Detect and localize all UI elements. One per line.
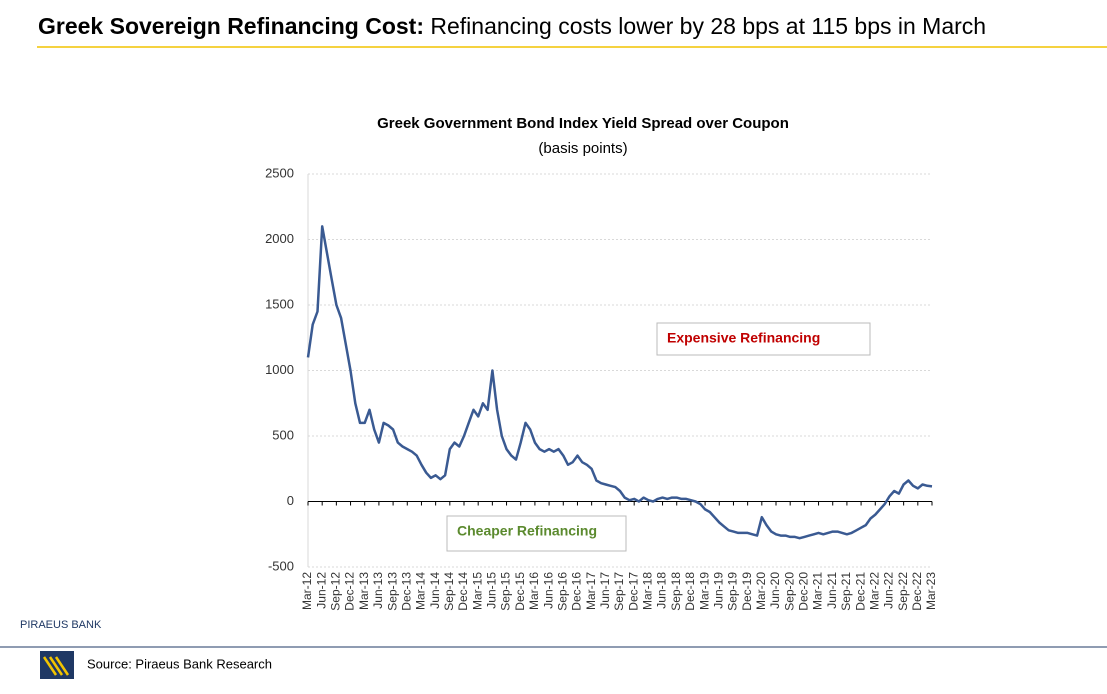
y-tick-label: 1500: [265, 296, 294, 311]
x-tick-label: Dec-13: [399, 572, 413, 611]
header-title: Greek Sovereign Refinancing Cost:: [38, 13, 424, 39]
y-tick-label: -500: [268, 558, 294, 573]
chart-subtitle: (basis points): [538, 140, 627, 157]
x-tick-label: Mar-15: [470, 572, 484, 610]
x-tick-label: Mar-12: [300, 572, 314, 610]
brand: PIRAEUS BANK: [20, 619, 102, 631]
x-tick-label: Mar-22: [867, 572, 881, 610]
x-tick-label: Jun-18: [655, 572, 669, 609]
x-tick-label: Jun-15: [485, 572, 499, 609]
x-tick-label: Sep-22: [896, 572, 910, 611]
x-tick-label: Jun-19: [711, 572, 725, 609]
x-tick-label: Jun-14: [428, 572, 442, 609]
y-tick-label: 1000: [265, 362, 294, 377]
header: Greek Sovereign Refinancing Cost: Refina…: [38, 13, 986, 39]
x-tick-label: Dec-20: [797, 572, 811, 611]
x-tick-label: Dec-21: [853, 572, 867, 611]
y-tick-label: 2000: [265, 231, 294, 246]
x-tick-label: Dec-19: [740, 572, 754, 611]
annotation-box: [446, 515, 627, 552]
annotation: Cheaper Refinancing: [457, 523, 597, 539]
x-tick-label: Mar-18: [641, 572, 655, 610]
x-tick-label: Sep-17: [612, 572, 626, 611]
x-tick-label: Dec-22: [910, 572, 924, 611]
x-tick-label: Jun-16: [541, 572, 555, 609]
y-tick-label: 500: [272, 427, 294, 442]
x-tick-label: Jun-20: [768, 572, 782, 609]
source: Source: Piraeus Bank Research: [87, 656, 272, 671]
chart-title: Greek Government Bond Index Yield Spread…: [377, 115, 789, 132]
x-tick-label: Jun-12: [314, 572, 328, 609]
y-tick-label: 0: [287, 493, 294, 508]
x-tick-label: Sep-14: [442, 572, 456, 611]
x-tick-label: Mar-13: [357, 572, 371, 610]
x-tick-label: Jun-17: [598, 572, 612, 609]
y-tick-label: 2500: [265, 165, 294, 180]
x-tick-label: Sep-13: [385, 572, 399, 611]
line: [306, 225, 933, 540]
x-tick-label: Jun-13: [371, 572, 385, 609]
x-tick-label: Sep-19: [726, 572, 740, 611]
x-tick-label: Dec-14: [456, 572, 470, 611]
header-subtitle: Refinancing costs lower by 28 bps at 115…: [430, 13, 986, 39]
x-tick-label: Sep-20: [782, 572, 796, 611]
x-tick-label: Sep-18: [669, 572, 683, 611]
x-tick-label: Dec-16: [570, 572, 584, 611]
x-tick-label: Sep-16: [555, 572, 569, 611]
x-tick-label: Sep-15: [499, 572, 513, 611]
x-tick-label: Mar-23: [924, 572, 938, 610]
x-tick-label: Dec-12: [343, 572, 357, 611]
x-tick-label: Jun-21: [825, 572, 839, 609]
x-tick-label: Dec-17: [626, 572, 640, 611]
x-tick-label: Mar-16: [527, 572, 541, 610]
x-tick-label: Sep-21: [839, 572, 853, 611]
x-tick-label: Mar-19: [697, 572, 711, 610]
x-tick-label: Jun-22: [882, 572, 896, 609]
x-tick-label: Dec-18: [683, 572, 697, 611]
annotation-box: [656, 322, 871, 356]
x-tick-label: Mar-17: [584, 572, 598, 610]
annotation: Expensive Refinancing: [667, 330, 820, 346]
x-tick-label: Mar-14: [414, 572, 428, 610]
x-tick-label: Sep-12: [329, 572, 343, 611]
x-tick-label: Mar-21: [811, 572, 825, 610]
logo: [40, 651, 74, 679]
x-tick-label: Dec-15: [513, 572, 527, 611]
x-tick-label: Mar-20: [754, 572, 768, 610]
